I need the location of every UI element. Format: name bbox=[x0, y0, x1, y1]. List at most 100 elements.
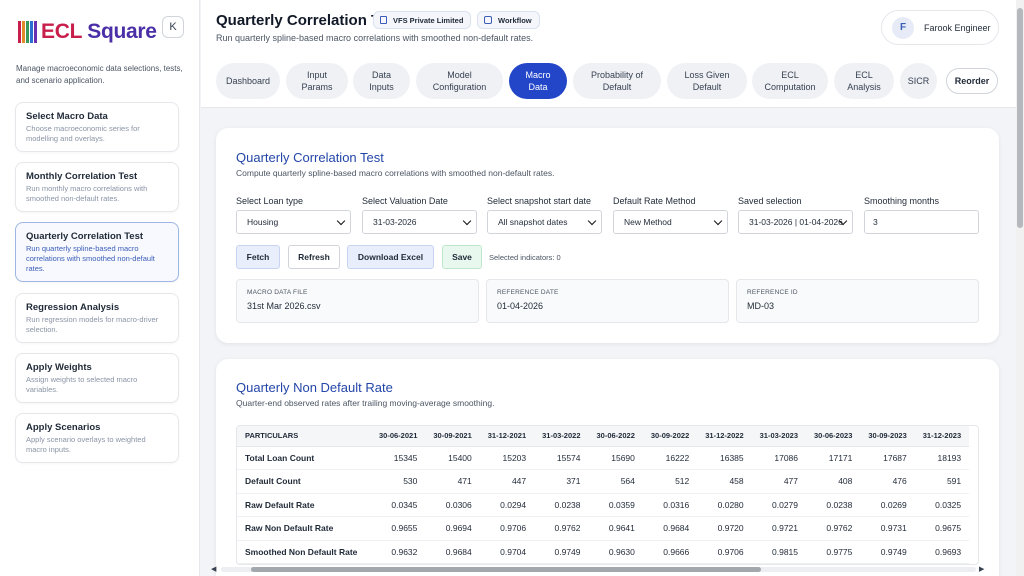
tab-model-configuration[interactable]: Model Configuration bbox=[416, 63, 503, 99]
user-name: Farook Engineer bbox=[924, 22, 991, 33]
info-value: 01-04-2026 bbox=[497, 301, 544, 311]
table-cell: 447 bbox=[479, 469, 535, 494]
smoothing-value: 3 bbox=[873, 217, 878, 227]
reorder-button[interactable]: Reorder bbox=[946, 68, 998, 94]
table-cell: 17687 bbox=[860, 446, 915, 470]
tab-input-params[interactable]: Input Params bbox=[286, 63, 348, 99]
sidebar-item-monthly-correlation[interactable]: Monthly Correlation Test Run monthly mac… bbox=[15, 162, 179, 212]
table-cell: 0.9632 bbox=[371, 540, 426, 564]
smoothing-input[interactable]: 3 bbox=[864, 210, 979, 234]
table-header-row: PARTICULARS 30-06-2021 30-09-2021 31-12-202… bbox=[237, 426, 970, 447]
fetch-button[interactable]: Fetch bbox=[236, 245, 280, 269]
table-row: Smoothed Non Default Rate 0.9632 0.9684 0.9… bbox=[237, 540, 970, 564]
table-cell: 0.9731 bbox=[860, 516, 915, 541]
table-cell: 591 bbox=[914, 469, 970, 494]
table-cell: 477 bbox=[751, 469, 806, 494]
sidebar-item-apply-scenarios[interactable]: Apply Scenarios Apply scenario overlays … bbox=[15, 413, 179, 463]
refresh-button[interactable]: Refresh bbox=[288, 245, 340, 269]
table-cell: 0.9706 bbox=[697, 540, 752, 564]
row-label: Total Loan Count bbox=[237, 446, 371, 470]
column-header-date: 31-03-2023 bbox=[751, 426, 806, 447]
tab-probability-of-default[interactable]: Probability of Default bbox=[573, 63, 661, 99]
sidebar-item-title: Apply Weights bbox=[26, 362, 92, 373]
table-cell: 0.0269 bbox=[860, 493, 915, 517]
table-cell: 530 bbox=[371, 469, 426, 494]
workflow-chip[interactable]: Workflow bbox=[477, 11, 540, 29]
vertical-scrollbar[interactable] bbox=[1016, 0, 1024, 576]
table-cell: 0.0280 bbox=[697, 493, 752, 517]
snapshot-start-value: All snapshot dates bbox=[498, 217, 568, 227]
tab-ecl-computation[interactable]: ECL Computation bbox=[752, 63, 828, 99]
scroll-left-icon[interactable]: ◀ bbox=[211, 566, 217, 573]
page-subtitle: Run quarterly spline-based macro correla… bbox=[216, 33, 534, 43]
tab-sicr[interactable]: SICR bbox=[900, 63, 937, 99]
column-header-date: 31-12-2021 bbox=[479, 426, 535, 447]
tab-loss-given-default[interactable]: Loss Given Default bbox=[667, 63, 747, 99]
sidebar: ECL Square K Manage macroeconomic data s… bbox=[0, 0, 200, 576]
nondefault-table-container[interactable]: PARTICULARS 30-06-2021 30-09-2021 31-12-202… bbox=[236, 425, 979, 565]
download-excel-button[interactable]: Download Excel bbox=[347, 245, 434, 269]
tab-ecl-analysis[interactable]: ECL Analysis bbox=[834, 63, 894, 99]
vertical-scrollbar-thumb[interactable] bbox=[1017, 8, 1023, 228]
org-chip[interactable]: VFS Private Limited bbox=[373, 11, 472, 29]
table-cell: 0.0359 bbox=[588, 493, 643, 517]
table-cell: 0.9630 bbox=[588, 540, 643, 564]
info-value: 31st Mar 2026.csv bbox=[247, 301, 321, 311]
nondefault-rate-card: Quarterly Non Default Rate Quarter-end o… bbox=[216, 359, 999, 576]
info-label: REFERENCE ID bbox=[747, 289, 798, 296]
sidebar-description: Manage macroeconomic data selections, te… bbox=[16, 64, 183, 85]
scroll-right-icon[interactable]: ▶ bbox=[979, 566, 985, 573]
user-menu[interactable]: F Farook Engineer bbox=[881, 10, 999, 45]
tab-data-inputs[interactable]: Data Inputs bbox=[353, 63, 410, 99]
row-label: Default Count bbox=[237, 469, 371, 494]
snapshot-start-select[interactable]: All snapshot dates bbox=[487, 210, 602, 234]
horizontal-scrollbar[interactable]: ◀ ▶ bbox=[211, 565, 986, 573]
table-cell: 15400 bbox=[425, 446, 480, 470]
table-cell: 458 bbox=[697, 469, 752, 494]
page-title: Quarterly Correlation Test bbox=[216, 12, 401, 29]
sidebar-item-desc: Choose macroeconomic series for modellin… bbox=[26, 124, 140, 143]
save-button[interactable]: Save bbox=[442, 245, 482, 269]
valuation-date-select[interactable]: 31-03-2026 bbox=[362, 210, 477, 234]
sidebar-item-apply-weights[interactable]: Apply Weights Assign weights to selected… bbox=[15, 353, 179, 403]
nondefault-table: PARTICULARS 30-06-2021 30-09-2021 31-12-202… bbox=[237, 426, 970, 564]
saved-selection-select[interactable]: 31-03-2026 | 01-04-2026 bbox=[738, 210, 853, 234]
table-cell: 15345 bbox=[371, 446, 426, 470]
scrollbar-thumb[interactable] bbox=[251, 567, 761, 572]
table-cell: 0.9762 bbox=[534, 516, 589, 541]
table-cell: 17171 bbox=[806, 446, 861, 470]
sidebar-item-title: Select Macro Data bbox=[26, 111, 108, 122]
table-cell: 371 bbox=[534, 469, 589, 494]
sidebar-item-desc: Run quarterly spline-based macro correla… bbox=[26, 244, 155, 273]
loan-type-select[interactable]: Housing bbox=[236, 210, 351, 234]
tab-dashboard[interactable]: Dashboard bbox=[216, 63, 280, 99]
table-cell: 0.9706 bbox=[479, 516, 535, 541]
table-cell: 0.9749 bbox=[534, 540, 589, 564]
correlation-card-subtitle: Compute quarterly spline-based macro cor… bbox=[236, 168, 555, 178]
column-header-date: 30-06-2023 bbox=[806, 426, 861, 447]
table-cell: 17086 bbox=[751, 446, 806, 470]
default-rate-select[interactable]: New Method bbox=[613, 210, 728, 234]
table-cell: 0.9762 bbox=[806, 516, 861, 541]
collapse-sidebar-button[interactable]: K bbox=[162, 16, 184, 38]
ecl-square-logo[interactable]: ECL Square bbox=[18, 20, 157, 44]
table-cell: 0.0306 bbox=[425, 493, 480, 517]
logo-text-square: Square bbox=[87, 20, 157, 43]
sidebar-item-regression-analysis[interactable]: Regression Analysis Run regression model… bbox=[15, 293, 179, 343]
default-rate-value: New Method bbox=[624, 217, 672, 227]
smoothing-label: Smoothing months bbox=[864, 196, 940, 206]
tab-macro-data[interactable]: Macro Data bbox=[509, 63, 567, 99]
snapshot-start-label: Select snapshot start date bbox=[487, 196, 592, 206]
table-cell: 0.0345 bbox=[371, 493, 426, 517]
sidebar-item-quarterly-correlation[interactable]: Quarterly Correlation Test Run quarterly… bbox=[15, 222, 179, 282]
table-cell: 0.9684 bbox=[642, 516, 698, 541]
table-cell: 18193 bbox=[914, 446, 970, 470]
column-header-date: 30-09-2022 bbox=[642, 426, 698, 447]
table-row: Default Count 530 471 447 371 564 512 458 477 408… bbox=[237, 469, 970, 494]
sidebar-item-select-macro-data[interactable]: Select Macro Data Choose macroeconomic s… bbox=[15, 102, 179, 152]
table-cell: 0.9641 bbox=[588, 516, 643, 541]
reference-date-box: REFERENCE DATE 01-04-2026 bbox=[486, 279, 729, 323]
table-cell: 0.9694 bbox=[425, 516, 480, 541]
column-header-date: 30-09-2021 bbox=[425, 426, 480, 447]
chevron-down-icon bbox=[336, 216, 346, 226]
